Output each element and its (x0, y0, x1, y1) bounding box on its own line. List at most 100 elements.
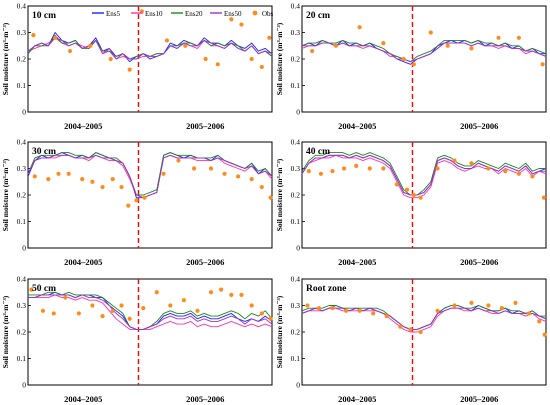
legend: Ens5 Ens10 Ens20 Ens50 Obs (92, 10, 274, 18)
obs-point (110, 308, 115, 313)
obs-point (32, 174, 37, 179)
x-period-label: 2005–2006 (460, 121, 498, 131)
obs-point (343, 308, 349, 313)
obs-point (208, 290, 214, 295)
y-tick-label: 0.2 (17, 191, 27, 200)
series-line-ens50 (27, 154, 273, 199)
y-tick-label: 0 (296, 244, 300, 253)
y-axis-label: Soil moisture (m³·m⁻³) (275, 22, 284, 95)
panel-title: 50 cm (32, 284, 56, 294)
obs-point (469, 46, 474, 51)
x-period-label: 2005–2006 (460, 257, 498, 267)
obs-point (63, 295, 68, 300)
obs-point (51, 311, 56, 316)
legend-label: Ens5 (106, 10, 121, 18)
obs-point (88, 43, 93, 48)
panel-title: 10 cm (32, 11, 56, 21)
obs-point (398, 324, 403, 329)
obs-point (168, 303, 173, 308)
obs-point (29, 287, 34, 292)
y-axis-label: Soil moisture (m³·m⁻³) (1, 295, 10, 368)
obs-point (119, 303, 124, 308)
obs-point (249, 303, 254, 308)
panel-title: 30 cm (32, 147, 56, 157)
x-period-label: 2004–2005 (338, 121, 376, 131)
obs-point (371, 311, 376, 316)
y-tick-label: 0.1 (17, 217, 27, 226)
obs-point (268, 316, 273, 321)
obs-point (56, 171, 61, 176)
obs-point (90, 303, 95, 308)
obs-point (486, 303, 491, 308)
y-tick-label: 0.3 (291, 164, 301, 173)
obs-point (66, 171, 71, 176)
obs-point (67, 48, 73, 54)
x-period-label: 2005–2006 (186, 121, 224, 131)
series-line-ens10 (28, 294, 273, 330)
y-tick-label: 0.2 (291, 328, 301, 337)
obs-point (126, 203, 131, 208)
obs-point (333, 43, 338, 48)
plot-frame (301, 278, 547, 386)
y-tick-label: 0.1 (291, 354, 301, 363)
obs-point (76, 311, 81, 316)
series-line-ens50 (301, 307, 547, 330)
obs-point (394, 182, 399, 187)
y-tick-label: 0 (22, 244, 26, 253)
obs-point (268, 195, 273, 200)
obs-point (526, 311, 532, 316)
obs-point (236, 174, 241, 179)
obs-point (259, 311, 264, 316)
panel-3: 0 0.1 0.2 0.3 0.4 2004–2005 2005–2006 Soil mois… (1, 138, 273, 267)
panel-4: 0 0.1 0.2 0.3 0.4 2004–2005 2005–2006 Soil mois… (275, 138, 547, 267)
obs-point (452, 158, 457, 163)
obs-point (53, 35, 58, 40)
obs-point (357, 308, 362, 313)
y-tick-label: 0.2 (17, 55, 27, 64)
obs-point (435, 166, 440, 171)
obs-point (411, 62, 416, 67)
obs-point (40, 308, 46, 313)
obs-point (486, 166, 491, 171)
legend-label: Ens50 (224, 10, 242, 18)
series-line-ens10 (301, 154, 547, 199)
obs-point (305, 303, 310, 308)
y-tick-label: 0.1 (17, 354, 27, 363)
obs-point (127, 67, 132, 72)
panel-2: 0 0.1 0.2 0.3 0.4 2004–2005 2005–2006 Soil mois… (275, 2, 547, 131)
legend-swatch-obs (252, 10, 258, 16)
obs-point (267, 35, 272, 40)
obs-point (306, 169, 311, 174)
y-tick-label: 0.2 (17, 328, 27, 337)
series-line-ens50 (27, 37, 273, 60)
series-line-ens50 (301, 154, 546, 196)
panel-title: 40 cm (306, 147, 330, 157)
panel-6: 0 0.1 0.2 0.3 0.4 2004–2005 2005–2006 Soil mois… (275, 275, 547, 404)
panel-title: 20 cm (306, 11, 330, 21)
y-tick-label: 0.2 (291, 55, 301, 64)
y-tick-label: 0 (296, 108, 300, 117)
obs-point (499, 306, 505, 311)
legend-label: Ens20 (185, 10, 203, 18)
obs-point (191, 166, 197, 171)
obs-point (164, 38, 170, 43)
obs-point (219, 287, 224, 292)
obs-point (469, 300, 474, 305)
y-axis-label: Soil moisture (m³·m⁻³) (275, 158, 284, 231)
obs-point (542, 332, 547, 337)
y-tick-label: 0 (296, 381, 300, 390)
y-tick-label: 0.3 (17, 301, 27, 310)
obs-point (540, 62, 545, 67)
obs-point (80, 177, 85, 182)
obs-point (215, 62, 220, 67)
y-tick-label: 0.4 (291, 275, 301, 284)
obs-point (496, 35, 501, 40)
obs-point (503, 169, 508, 174)
y-tick-label: 0.4 (17, 138, 27, 147)
legend-label: Ens10 (145, 10, 163, 18)
y-axis-label: Soil moisture (m³·m⁻³) (275, 295, 284, 368)
legend-label: Obs (262, 10, 274, 18)
obs-point (316, 306, 322, 311)
obs-point (428, 30, 433, 35)
